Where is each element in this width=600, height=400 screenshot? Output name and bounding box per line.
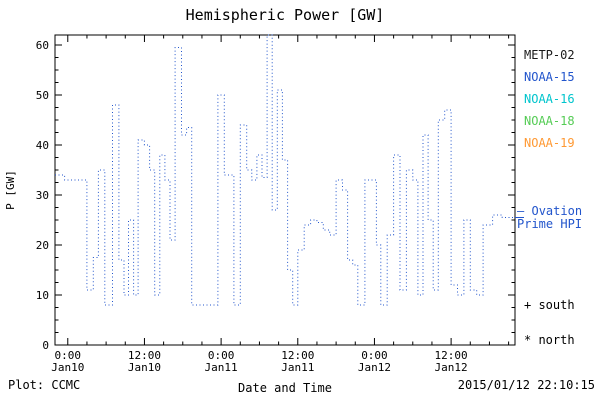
ovation-line-sample-icon: – (517, 204, 525, 218)
legend-item-noaa18: NOAA-18 (524, 114, 575, 128)
x-tick-date-label: Jan12 (435, 361, 468, 374)
legend-item-noaa16: NOAA-16 (524, 92, 575, 106)
x-tick-date-label: Jan10 (51, 361, 84, 374)
x-tick-date-label: Jan11 (281, 361, 314, 374)
x-axis-title: Date and Time (238, 381, 332, 395)
x-tick-time-label: 12:00 (435, 349, 468, 362)
y-tick-label: 50 (36, 89, 49, 102)
hpi-step-line (55, 34, 515, 306)
y-tick-label: 30 (36, 189, 49, 202)
x-tick-date-label: Jan11 (205, 361, 238, 374)
axes-frame (54, 34, 516, 346)
ovation-prime-hpi-label: – Ovation Prime HPI (517, 205, 582, 231)
y-tick-label: 40 (36, 139, 49, 152)
north-marker-note: * north (524, 333, 575, 347)
y-tick-label: 10 (36, 289, 49, 302)
x-tick-time-label: 0:00 (55, 349, 82, 362)
y-tick-label: 0 (42, 339, 49, 352)
x-tick-time-label: 0:00 (208, 349, 235, 362)
y-axis-title: P [GW] (4, 170, 17, 210)
legend-item-metp02: METP-02 (524, 48, 575, 62)
x-tick-time-label: 12:00 (281, 349, 314, 362)
satellite-legend: METP-02 NOAA-15 NOAA-16 NOAA-18 NOAA-19 (524, 44, 575, 154)
plot-credit: Plot: CCMC (8, 378, 81, 392)
ovation-label-line1: Ovation (531, 204, 583, 218)
x-tick-date-label: Jan10 (128, 361, 161, 374)
legend-item-noaa19: NOAA-19 (524, 136, 575, 150)
x-tick-time-label: 12:00 (128, 349, 161, 362)
y-tick-label: 20 (36, 239, 49, 252)
south-marker-note: + south (524, 298, 575, 312)
legend-item-noaa15: NOAA-15 (524, 70, 575, 84)
y-tick-label: 60 (36, 39, 49, 52)
plot-title: Hemispheric Power [GW] (185, 6, 385, 24)
ovation-label-line2: Prime HPI (517, 217, 583, 231)
timestamp: 2015/01/12 22:10:15 (457, 378, 595, 392)
x-tick-time-label: 0:00 (361, 349, 388, 362)
x-tick-date-label: Jan12 (358, 361, 391, 374)
